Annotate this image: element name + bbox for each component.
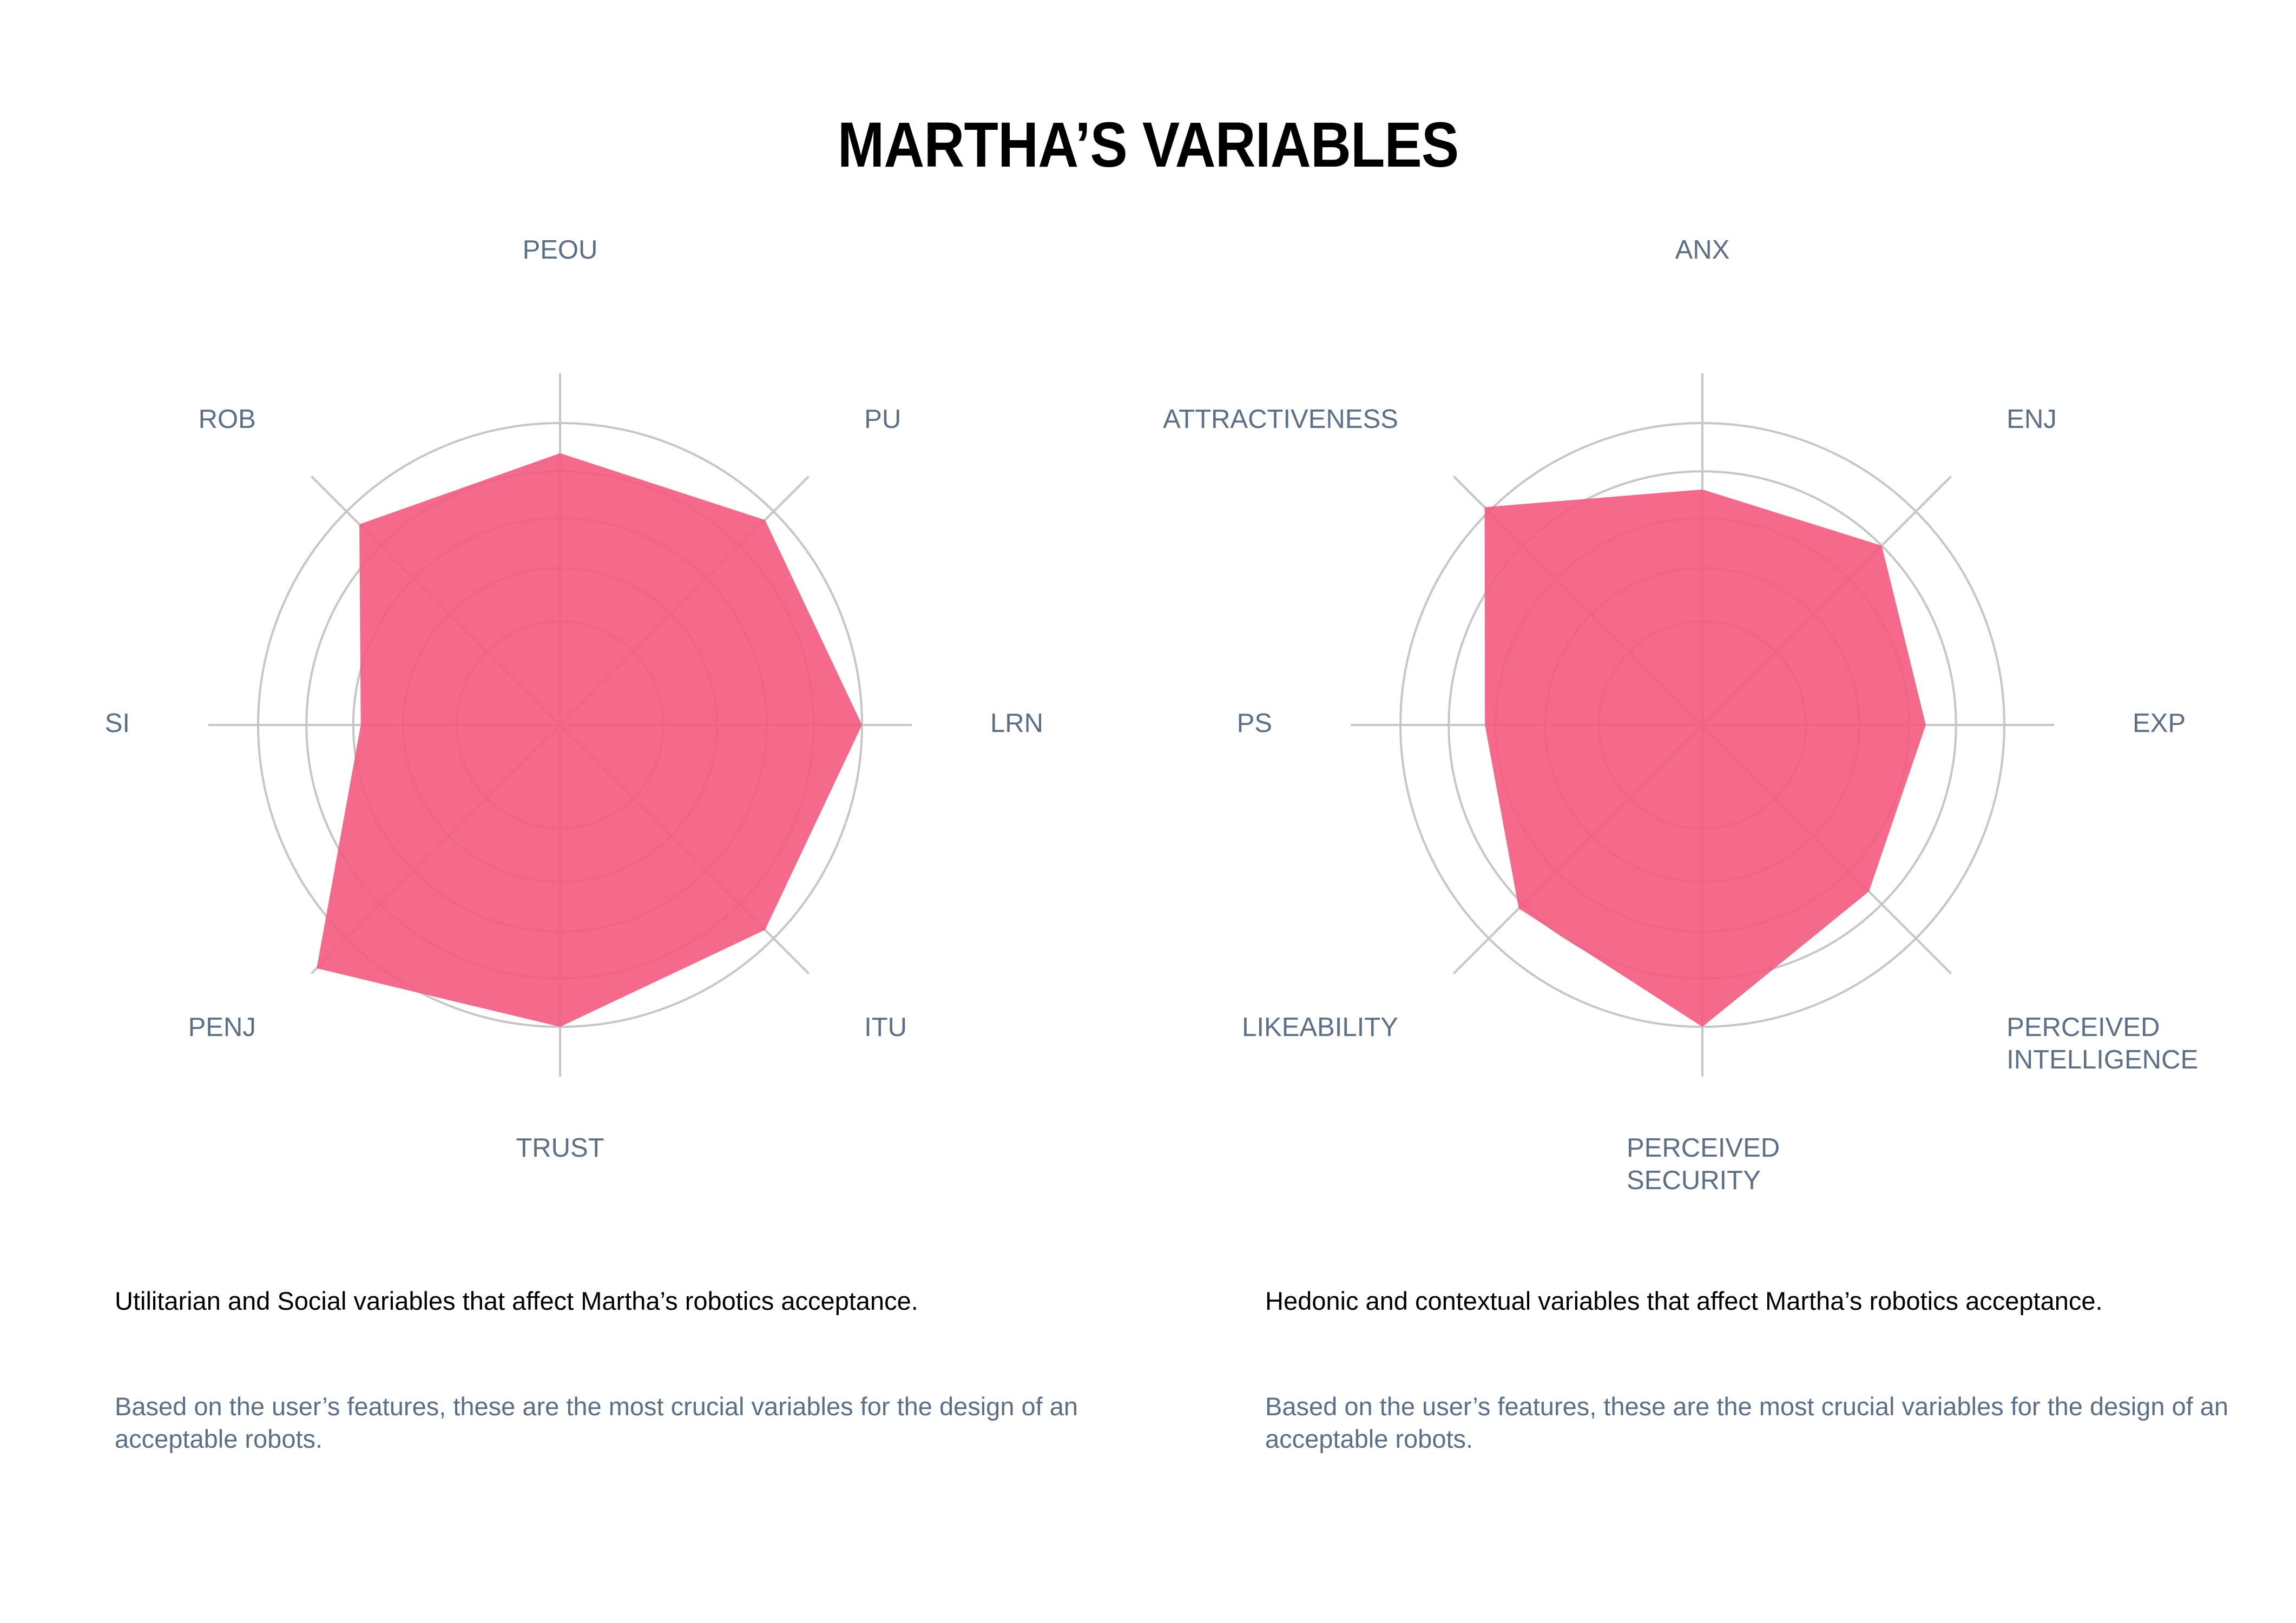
axis-label: ROB	[199, 405, 256, 434]
axis-label: ATTRACTIVENESS	[1163, 405, 1398, 434]
axis-label: LIKEABILITY	[1242, 1013, 1398, 1042]
axis-label: TRUST	[516, 1133, 604, 1163]
axis-label: EXP	[2133, 709, 2186, 738]
note-utilitarian-social: Based on the user’s features, these are …	[115, 1392, 1078, 1453]
axis-label: PEOU	[523, 235, 598, 265]
axis-label: PU	[864, 405, 901, 434]
axis-label: PERCEIVED SECURITY	[1627, 1133, 1780, 1195]
axis-label: LRN	[990, 709, 1043, 738]
axis-label: SI	[105, 709, 130, 738]
caption-hedonic-contextual: Hedonic and contextual variables that af…	[1265, 1286, 2103, 1315]
note-hedonic-contextual: Based on the user’s features, these are …	[1265, 1392, 2229, 1453]
axis-label: PENJ	[188, 1013, 256, 1042]
page-title: MARTHA’S VARIABLES	[837, 109, 1459, 181]
axis-label: ENJ	[2006, 405, 2057, 434]
axis-label: ITU	[864, 1013, 907, 1042]
data-area	[1484, 489, 1926, 1027]
axis-label: PS	[1237, 709, 1272, 738]
caption-utilitarian-social: Utilitarian and Social variables that af…	[115, 1286, 918, 1315]
axis-label: PERCEIVED INTELLIGENCE	[2006, 1013, 2198, 1074]
axis-label: ANX	[1675, 235, 1730, 265]
data-area	[317, 453, 862, 1027]
